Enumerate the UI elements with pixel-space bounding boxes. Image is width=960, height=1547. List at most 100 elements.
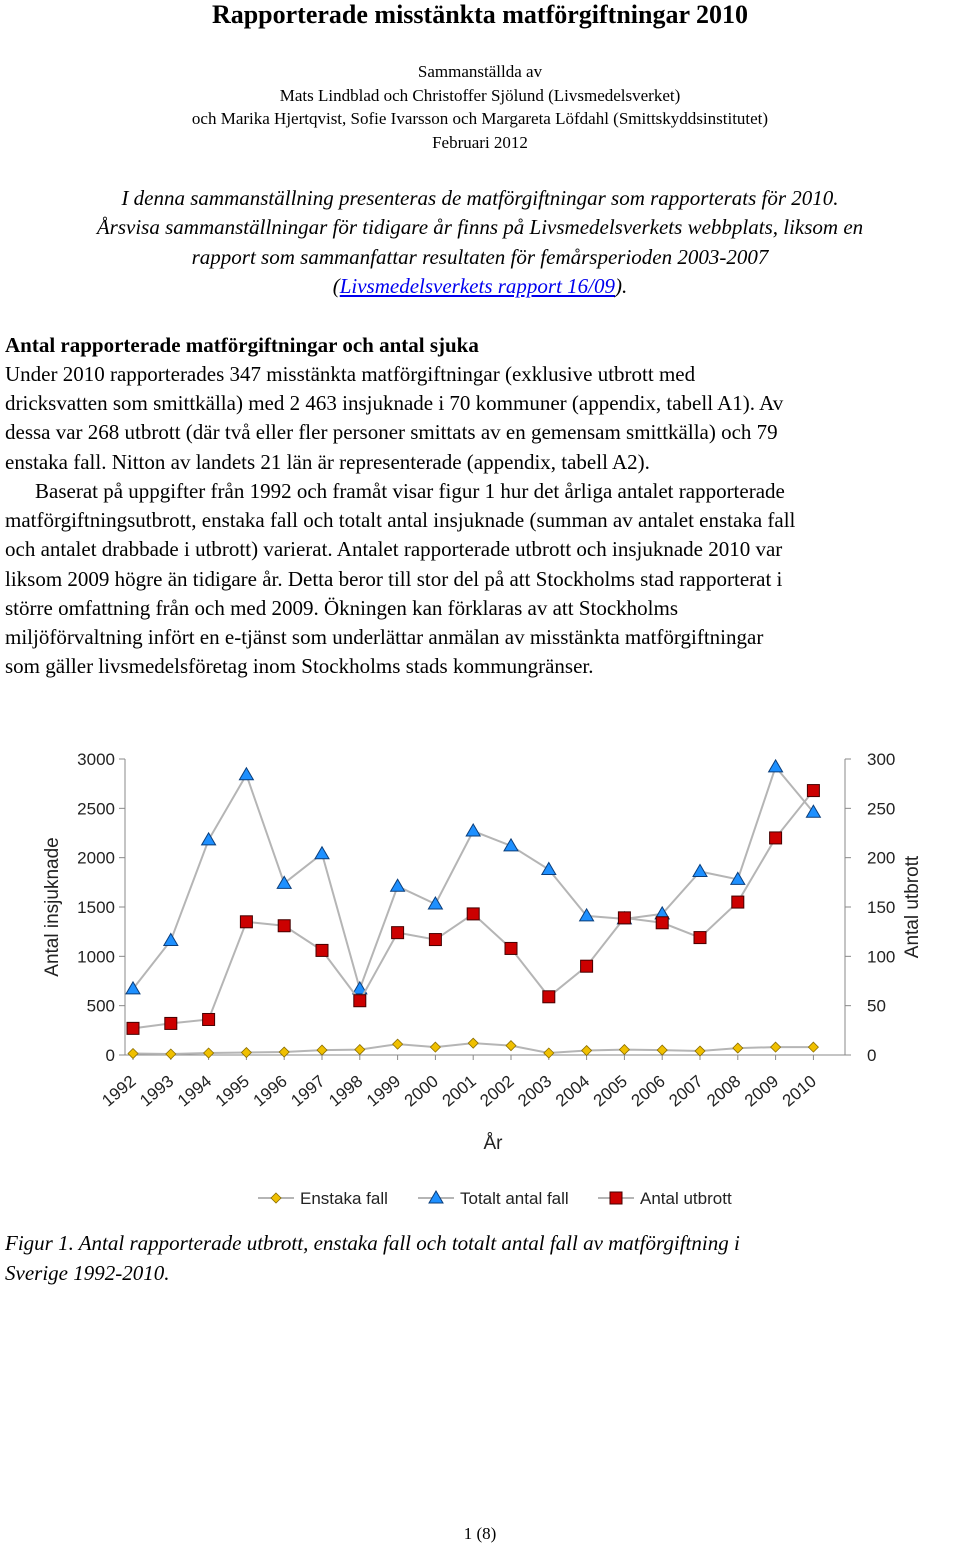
enstaka-fall-point: [316, 1044, 328, 1056]
legend-marker-enstaka-fall: [270, 1192, 282, 1204]
right-tick-label: 250: [867, 799, 895, 818]
totalt-antal-fall-point: [238, 766, 255, 781]
right-tick-label: 50: [867, 997, 886, 1016]
totalt-antal-fall-point: [389, 878, 406, 892]
enstaka-fall-point: [732, 1042, 744, 1054]
x-tick-label: 1997: [287, 1072, 328, 1111]
authors-line: Mats Lindblad och Christoffer Sjölund (L…: [279, 85, 681, 105]
paragraph-line: dricksvatten som smittkälla) med 2 463 i…: [5, 391, 784, 416]
x-tick-label: 2010: [779, 1072, 820, 1111]
totalt-antal-fall-point: [162, 932, 179, 947]
paragraph-line: större omfattning från och med 2009. Ökn…: [5, 595, 679, 620]
right-tick-label: 100: [867, 947, 895, 966]
antal-utbrott-point: [693, 931, 707, 945]
paragraph-line: matförgiftningsutbrott, enstaka fall och…: [5, 508, 796, 533]
enstaka-fall-point: [505, 1040, 517, 1052]
antal-utbrott-point: [391, 926, 405, 940]
left-tick-label: 1000: [77, 947, 115, 966]
antal-utbrott-point: [580, 959, 594, 973]
intro-paragraph: I denna sammanställning presenteras de m…: [0, 184, 960, 302]
x-tick-label: 1998: [325, 1072, 366, 1111]
paragraph-line: miljöförvaltning infört en e-tjänst som …: [5, 625, 764, 650]
x-tick-label: 2005: [590, 1072, 631, 1111]
section-heading: Antal rapporterade matförgiftningar och …: [5, 333, 479, 357]
figure-1-chart: 0 500 1000 1500 2000 2500 3000 0 50 100 150 200 250 3…: [42, 750, 923, 1208]
paragraph-line: dessa var 268 utbrott (där två eller fle…: [5, 420, 778, 445]
paragraph-line: enstaka fall. Nitton av landets 21 län ä…: [5, 449, 650, 474]
x-tick-label: 1995: [212, 1072, 253, 1111]
right-tick-label: 300: [867, 750, 895, 769]
enstaka-fall-point: [354, 1044, 366, 1056]
intro-line: rapport som sammanfattar resultaten för …: [191, 244, 769, 269]
totalt-antal-fall-point: [314, 845, 330, 860]
enstaka-fall-point: [240, 1046, 252, 1059]
legend-label-enstaka-fall: Enstaka fall: [300, 1189, 388, 1208]
link-open-paren: (: [332, 274, 340, 299]
paragraph-line: liksom 2009 högre än tidigare år. Detta …: [5, 566, 783, 591]
enstaka-fall-point: [694, 1045, 706, 1057]
intro-line: (Livsmedelsverkets rapport 16/09).: [0, 272, 960, 301]
antal-utbrott-point: [504, 941, 518, 955]
enstaka-fall-point: [203, 1047, 215, 1059]
totalt-antal-fall-point: [729, 871, 746, 885]
totalt-antal-fall-point: [578, 907, 595, 922]
antal-utbrott-point: [239, 915, 253, 929]
x-tick-label: 2006: [628, 1072, 669, 1111]
antal-utbrott-point: [466, 907, 480, 921]
enstaka-fall-point: [165, 1048, 177, 1060]
x-tick-label: 1992: [98, 1072, 139, 1111]
legend-marker-totalt-antal-fall: [428, 1190, 444, 1204]
paragraph-line: som gäller livsmedelsföretag inom Stockh…: [5, 654, 594, 679]
link-close-paren: ).: [615, 274, 628, 299]
report-link[interactable]: Livsmedelsverkets rapport 16/09: [339, 274, 616, 299]
antal-utbrott-point: [164, 1016, 178, 1030]
x-tick-label: 1996: [250, 1072, 291, 1111]
x-tick-label: 2002: [476, 1072, 517, 1111]
x-axis-title: År: [484, 1133, 504, 1154]
totalt-antal-fall-point: [540, 861, 557, 876]
antal-utbrott-point: [353, 994, 367, 1008]
figure-caption: Figur 1. Antal rapporterade utbrott, ens…: [5, 1228, 740, 1288]
page-number: 1 (8): [463, 1524, 497, 1543]
caption-line: Figur 1. Antal rapporterade utbrott, ens…: [5, 1231, 740, 1255]
totalt-antal-fall-line: [132, 764, 815, 993]
antal-utbrott-point: [315, 943, 329, 957]
right-tick-label: 150: [867, 898, 895, 917]
right-tick-label: 0: [867, 1046, 876, 1065]
enstaka-fall-point: [278, 1046, 290, 1058]
paragraph-line: och antalet drabbade i utbrott) varierat…: [5, 537, 783, 562]
paragraph-trends: Baserat på uppgifter från 1992 och framå…: [5, 477, 795, 681]
x-tick-label: 1993: [136, 1072, 177, 1111]
intro-line: I denna sammanställning presenteras de m…: [121, 186, 839, 210]
antal-utbrott-point: [617, 911, 631, 925]
enstaka-fall-point: [429, 1041, 441, 1053]
antal-utbrott-point: [202, 1012, 216, 1026]
antal-utbrott-point: [542, 990, 556, 1004]
antal-utbrott-point: [126, 1021, 140, 1035]
paragraph-line: Baserat på uppgifter från 1992 och framå…: [35, 479, 785, 503]
enstaka-fall-point: [618, 1044, 630, 1056]
x-tick-label: 2004: [552, 1072, 593, 1111]
totalt-antal-fall-point: [465, 823, 482, 837]
antal-utbrott-point: [806, 784, 820, 798]
publication-date: Februari 2012: [432, 132, 528, 152]
x-tick-label: 2007: [665, 1072, 706, 1111]
x-tick-label: 2001: [439, 1072, 480, 1111]
x-tick-label: 2000: [401, 1072, 442, 1111]
enstaka-fall-point: [392, 1038, 404, 1050]
caption-line: Sverige 1992-2010.: [5, 1261, 170, 1285]
antal-utbrott-point: [277, 919, 291, 933]
antal-utbrott-point: [655, 916, 669, 930]
legend-marker-antal-utbrott: [609, 1191, 623, 1205]
x-tick-label: 1994: [174, 1072, 215, 1111]
totalt-antal-fall-point: [692, 863, 708, 877]
paragraph-line: Under 2010 rapporterades 347 misstänkta …: [5, 362, 696, 386]
legend-label-antal-utbrott: Antal utbrott: [640, 1189, 732, 1208]
totalt-antal-fall-point: [200, 831, 217, 846]
left-tick-label: 2000: [77, 849, 115, 868]
enstaka-fall-point: [656, 1044, 668, 1056]
authors-line: Sammanställda av: [417, 62, 543, 81]
authors-block: Sammanställda av Mats Lindblad och Chris…: [0, 60, 960, 154]
enstaka-fall-point: [127, 1047, 139, 1060]
left-tick-label: 0: [106, 1046, 115, 1065]
